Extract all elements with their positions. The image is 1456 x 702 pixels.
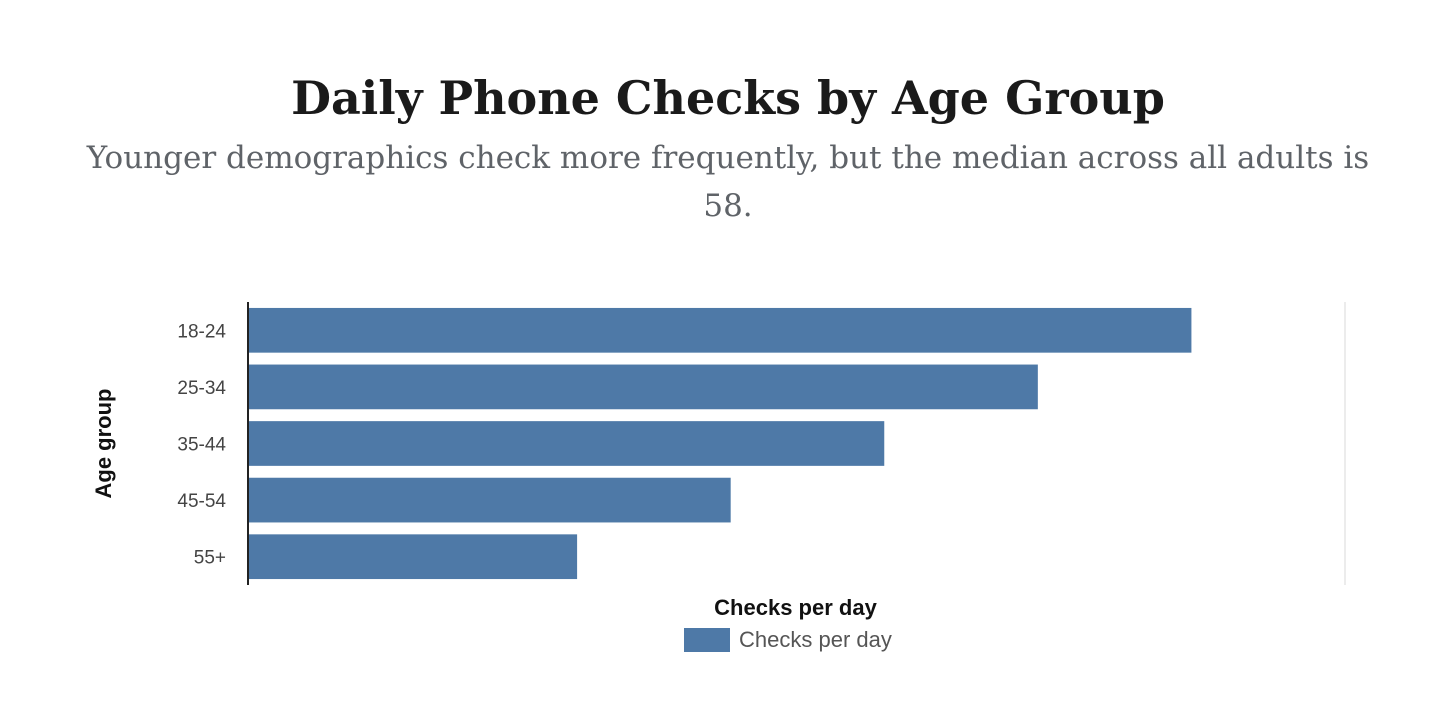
- y-axis-title: Age group: [91, 389, 116, 499]
- y-tick-label-45-54: 45-54: [177, 491, 226, 512]
- legend: Checks per day: [684, 626, 892, 654]
- bar-35-44: [248, 421, 885, 466]
- legend-label: Checks per day: [739, 627, 892, 652]
- bar-25-34: [248, 364, 1038, 410]
- y-tick-label-55+: 55+: [194, 548, 226, 569]
- bars-group: [248, 307, 1192, 580]
- y-tick-label-35-44: 35-44: [177, 435, 226, 456]
- x-axis-title: Checks per day: [714, 595, 877, 620]
- y-tick-label-18-24: 18-24: [177, 321, 226, 342]
- bar-55+: [248, 534, 578, 580]
- chart-subtitle: Younger demographics check more frequent…: [86, 140, 1370, 224]
- bar-18-24: [248, 307, 1192, 353]
- chart-title: Daily Phone Checks by Age Group: [291, 71, 1165, 125]
- plot-area: 18-24 25-34 35-44 45-54 55+: [177, 302, 1346, 585]
- bar-45-54: [248, 477, 731, 523]
- legend-swatch: [684, 628, 730, 652]
- y-tick-label-25-34: 25-34: [177, 378, 226, 399]
- y-tick-labels: 18-24 25-34 35-44 45-54 55+: [177, 321, 226, 568]
